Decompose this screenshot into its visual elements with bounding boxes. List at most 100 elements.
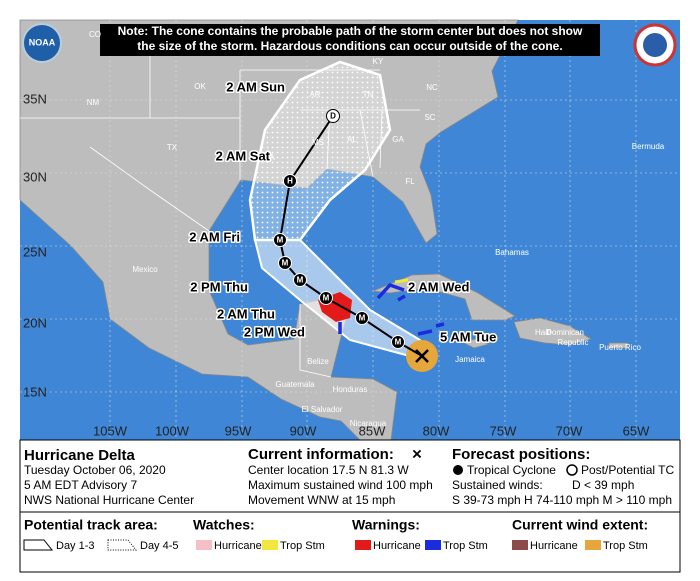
lat-label: 30N [23,169,47,184]
place-label: Bahamas [495,248,529,257]
track-point [283,174,297,188]
place-label: Bermuda [632,142,665,151]
legend-text: Hurricane [214,540,262,552]
track-point [355,311,369,325]
nws-logo-inner [643,33,667,57]
track-label: 2 AM Thu [217,306,275,321]
place-label: Haiti [535,328,551,337]
warn-ts-swatch [425,540,441,550]
warning-ts [338,282,445,336]
place-label: Dominican [546,328,584,337]
track-point [391,335,405,349]
lon-label: 70W [556,423,583,438]
info-text: Sustained winds: [452,478,543,492]
day45-swatch [107,539,138,551]
lat-label: 15N [23,384,47,399]
hispaniola [513,317,592,346]
track-point [278,256,292,270]
section-title: Forecast positions: [452,446,590,463]
lat-label: 25N [23,244,47,259]
place-label: LA [265,153,275,162]
place-label: AL [347,135,357,144]
place-label: KY [373,57,384,66]
info-text: Tropical Cyclone [467,463,556,477]
track-point-label: M [282,259,289,268]
lon-label: 65W [623,423,650,438]
section-title: Watches: [193,517,255,533]
lon-label: 80W [423,423,450,438]
legend-text: Hurricane [530,540,578,552]
info-text: Center location 17.5 N 81.3 W [248,463,409,477]
track-point-label: H [287,177,293,186]
track-label: 5 AM Tue [440,329,496,344]
note-text: Note: The cone contains the probable pat… [118,24,583,38]
section-title: Current wind extent: [512,517,648,533]
warn-hu-swatch [355,540,371,550]
track-point-label: M [359,314,366,323]
legend-text: Trop Stm [280,540,325,552]
place-label: AR [309,90,320,99]
place-label: OK [194,82,206,91]
legend-text: Trop Stm [603,540,648,552]
ptc-symbol [566,464,578,476]
info-text: S 39-73 mph H 74-110 mph M > 110 mph [452,493,672,507]
info-text: 5 AM EDT Advisory 7 [24,478,137,492]
jamaica [460,338,491,349]
place-label: FL [405,177,415,186]
place-label: Puerto Rico [599,343,641,352]
place-label: GA [392,135,404,144]
place-label: Belize [307,357,329,366]
noaa-logo [22,23,62,63]
lon-label: 75W [490,423,517,438]
watch-ts-swatch [262,540,278,550]
track-label: 2 PM Thu [190,279,248,294]
place-label: Jamaica [455,355,485,364]
place-label: Mexico [132,265,158,274]
place-label: Guatemala [275,380,315,389]
lon-label: 95W [225,423,252,438]
section-title: Warnings: [352,517,420,533]
track-label: 2 AM Sun [226,79,285,94]
place-label: TX [167,143,178,152]
info-text: Maximum sustained wind 100 mph [248,478,433,492]
cone-day-4-5 [248,60,392,242]
legend-text: Hurricane [373,540,421,552]
info-text: Post/Potential TC [581,463,674,477]
ext-hu-swatch [512,540,528,550]
place-label: CO [89,30,101,39]
section-title: Potential track area: [24,517,158,533]
place-label: MS [312,138,324,147]
track-label: 2 AM Sat [216,148,271,163]
lon-label: 105W [93,423,128,438]
lon-label: 85W [359,423,386,438]
day13-swatch [23,539,54,551]
current-position [415,349,429,363]
watch-ts [394,278,409,284]
ext-ts-swatch [585,540,601,550]
info-text: Tuesday October 06, 2020 [24,463,166,477]
place-label: SC [424,113,435,122]
logo-text: NOAA [29,37,56,47]
info-text: D < 39 mph [572,478,634,492]
info-text: NWS National Hurricane Center [24,493,194,507]
watch-hu-swatch [196,540,212,550]
place-label: TN [363,90,374,99]
note-box [100,24,600,56]
puerto-rico [608,342,629,349]
land [19,19,519,441]
current-marker: × [412,444,422,463]
legend-text: Day 1-3 [56,540,95,552]
info-text: Movement WNW at 15 mph [248,493,395,507]
track-point [293,273,307,287]
track-label: 2 AM Wed [408,279,469,294]
place-label: Republic [557,338,588,347]
storm-name: Hurricane Delta [24,447,136,464]
lon-label: 100W [155,423,190,438]
place-label: NC [426,83,438,92]
track-point-label: M [297,276,304,285]
place-label: El Salvador [302,405,343,414]
section-title: Current information: [248,446,394,463]
track-label: 2 AM Fri [189,229,240,244]
